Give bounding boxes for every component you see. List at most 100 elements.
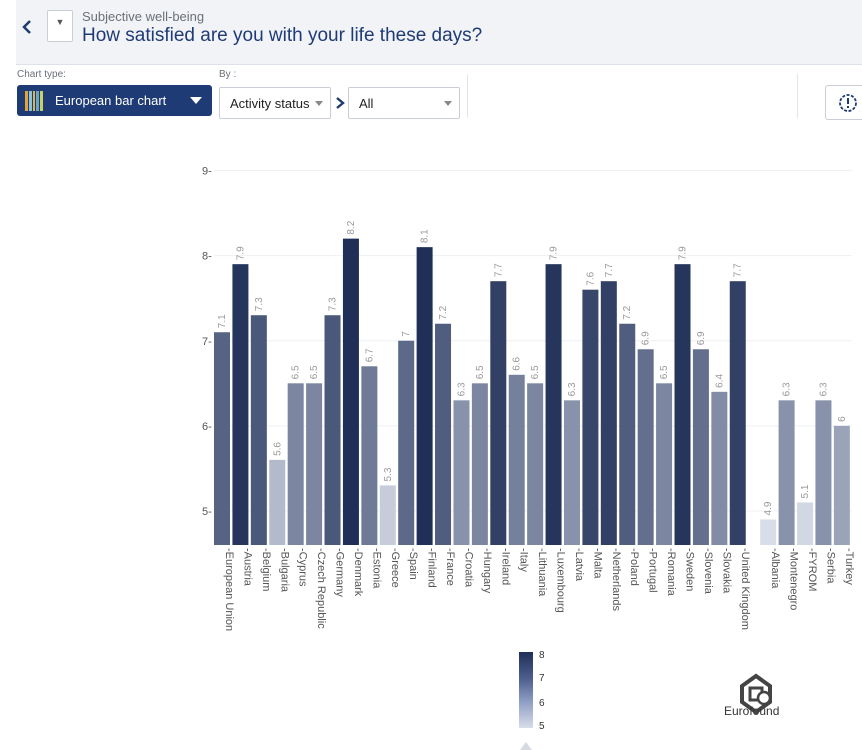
y-tick-label: 7- — [202, 336, 212, 348]
data-label: 6.5 — [659, 365, 670, 379]
data-label: 8.1 — [420, 229, 431, 243]
category-label: -Bulgaria — [278, 548, 290, 593]
bar[interactable] — [490, 281, 507, 545]
category-label: -Sweden — [684, 548, 696, 591]
bar[interactable] — [508, 374, 525, 545]
data-label: 7.2 — [438, 305, 449, 319]
bar[interactable] — [398, 340, 415, 545]
bar[interactable] — [600, 281, 617, 545]
bar[interactable] — [379, 485, 396, 545]
bar[interactable] — [656, 383, 673, 545]
data-label: 7.3 — [254, 297, 265, 311]
category-label: -Czech Republic — [315, 548, 327, 629]
logo-text: Eurofound — [724, 704, 780, 718]
data-label: 7.3 — [328, 297, 339, 311]
data-label: 5.3 — [383, 467, 394, 481]
y-tick-label: 9- — [202, 166, 212, 178]
bar[interactable] — [815, 400, 832, 545]
by-label: By : — [219, 69, 237, 80]
bar[interactable] — [527, 383, 544, 545]
eurofound-logo — [740, 673, 772, 715]
data-label: 8.2 — [346, 220, 357, 234]
bar[interactable] — [269, 459, 286, 545]
bar[interactable] — [545, 264, 562, 545]
bar[interactable] — [729, 281, 746, 545]
legend-tick: 7 — [539, 673, 545, 684]
legend-handle[interactable] — [520, 742, 532, 750]
by-dropdown-value: Activity status — [230, 95, 310, 111]
data-label: 7.6 — [585, 271, 596, 285]
bar[interactable] — [778, 400, 795, 545]
category-label: -European Union — [223, 548, 235, 631]
legend-tick: 6 — [539, 698, 545, 709]
data-label: 6.5 — [475, 365, 486, 379]
data-label: 6.7 — [364, 348, 375, 362]
bar[interactable] — [306, 383, 323, 545]
data-label: 6.9 — [641, 331, 652, 345]
bar[interactable] — [361, 366, 378, 545]
bar[interactable] — [287, 383, 304, 545]
info-button[interactable] — [825, 85, 862, 120]
y-tick-label: 5- — [202, 506, 212, 518]
caret-down-icon — [444, 101, 452, 106]
bar[interactable] — [833, 425, 850, 545]
bar[interactable] — [582, 289, 599, 545]
category-label: -Finland — [426, 548, 438, 588]
filter-dropdown[interactable]: All — [348, 87, 460, 119]
color-legend-bar — [519, 652, 533, 728]
legend-tick: 8 — [539, 650, 545, 661]
bar[interactable] — [760, 519, 777, 545]
category-label: -United Kingdom — [739, 548, 751, 630]
bar[interactable] — [342, 238, 359, 545]
data-label: 6.3 — [567, 382, 578, 396]
bar[interactable] — [416, 247, 433, 545]
chart-type-label: Chart type: — [17, 69, 66, 80]
filter-dropdown-value: All — [359, 95, 374, 111]
bar[interactable] — [619, 323, 636, 545]
category-label: -Hungary — [481, 548, 493, 594]
bar[interactable] — [214, 332, 230, 545]
data-label: 6.5 — [309, 365, 320, 379]
category-label: -Albania — [769, 548, 781, 589]
category-label: -Cyprus — [297, 548, 309, 587]
chevron-right-icon — [336, 97, 345, 109]
category-label: -Latvia — [573, 548, 585, 582]
page-title: How satisfied are you with your life the… — [82, 25, 483, 46]
category-label: -France — [444, 548, 456, 586]
category-label: -Greece — [389, 548, 401, 588]
chevron-left-icon — [22, 20, 31, 34]
category-label: -Netherlands — [610, 548, 622, 611]
data-label: 4.9 — [763, 501, 774, 515]
bar[interactable] — [250, 315, 267, 545]
back-button[interactable] — [16, 12, 38, 42]
bar[interactable] — [232, 264, 249, 545]
bar[interactable] — [711, 391, 728, 545]
category-label: -Malta — [591, 548, 603, 579]
category-label: -Austria — [241, 548, 253, 587]
bar[interactable] — [692, 349, 709, 545]
category-label: -Serbia — [824, 548, 836, 584]
bar[interactable] — [797, 502, 814, 545]
bar[interactable] — [324, 315, 341, 545]
caret-down-icon: ▼ — [55, 17, 65, 27]
data-label: 6.3 — [782, 382, 793, 396]
chart-type-select[interactable]: European bar chart — [17, 85, 212, 116]
bar[interactable] — [435, 323, 452, 545]
page-subtitle: Subjective well-being — [82, 9, 205, 24]
category-label: -Lithuania — [536, 548, 548, 597]
indicator-select-button[interactable]: ▼ — [47, 10, 73, 42]
bar[interactable] — [471, 383, 488, 545]
data-label: 7.9 — [678, 246, 689, 260]
y-tick-label: 6- — [202, 421, 212, 433]
data-label: 6.9 — [696, 331, 707, 345]
data-label: 5.1 — [800, 484, 811, 498]
bar[interactable] — [453, 400, 470, 545]
category-label: -Denmark — [352, 548, 364, 597]
bar[interactable] — [674, 264, 691, 545]
by-dropdown[interactable]: Activity status — [219, 87, 331, 119]
bar[interactable] — [637, 349, 654, 545]
data-label: 7.9 — [549, 246, 560, 260]
category-label: -Croatia — [462, 548, 474, 588]
bar[interactable] — [563, 400, 580, 545]
